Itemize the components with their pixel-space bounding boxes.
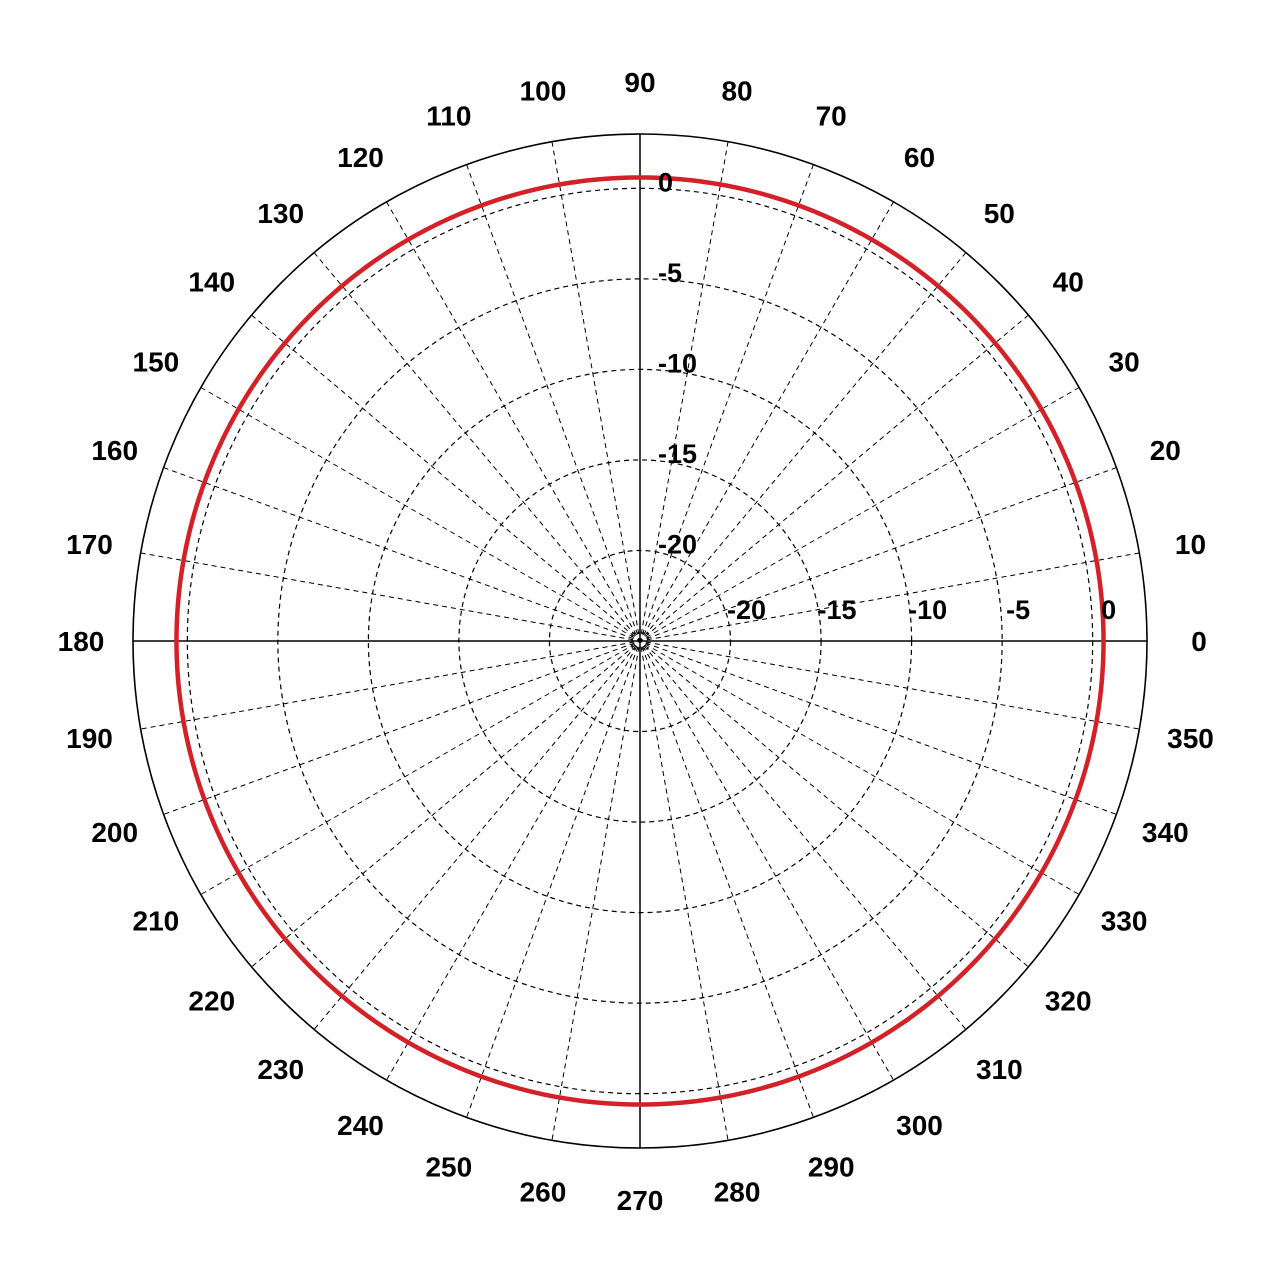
angle-tick-label: 320 xyxy=(1045,985,1092,1016)
polar-grid xyxy=(132,133,1148,1149)
angle-tick-label: 330 xyxy=(1101,906,1148,937)
radial-tick-label: 0 xyxy=(658,167,673,197)
label-layer: 0 10 20 30 40 50 60 70 80 90 100 110 120 130 140 150 160… xyxy=(58,67,1214,1216)
radial-tick-label: -20 xyxy=(658,529,697,559)
angle-tick-label: 80 xyxy=(721,75,752,106)
angle-tick-label: 270 xyxy=(617,1185,664,1216)
angle-tick-label: 20 xyxy=(1150,435,1181,466)
radial-tick-label-horizontal: 0 xyxy=(1101,595,1116,625)
radial-tick-label: -15 xyxy=(658,439,697,469)
angle-tick-label: 60 xyxy=(904,142,935,173)
angle-tick-label: 0 xyxy=(1191,626,1207,657)
angle-tick-label: 190 xyxy=(66,723,113,754)
radial-tick-label-horizontal: -15 xyxy=(818,595,857,625)
angle-tick-label: 210 xyxy=(133,906,180,937)
angle-tick-label: 160 xyxy=(91,435,138,466)
angle-tick-label: 90 xyxy=(624,67,655,98)
angle-tick-label: 140 xyxy=(188,267,235,298)
angle-tick-label: 290 xyxy=(808,1151,855,1182)
grid-ring xyxy=(186,187,1094,1095)
angle-tick-label: 300 xyxy=(896,1110,943,1141)
angle-tick-label: 240 xyxy=(337,1110,384,1141)
angle-tick-label: 340 xyxy=(1142,817,1189,848)
angle-tick-label: 260 xyxy=(520,1177,567,1208)
center-marker xyxy=(631,632,649,650)
angle-tick-label: 70 xyxy=(816,101,847,132)
angle-tick-label: 250 xyxy=(425,1151,472,1182)
grid-ring xyxy=(277,278,1003,1004)
series-layer xyxy=(174,175,1106,1107)
angle-tick-label: 220 xyxy=(188,985,235,1016)
angle-tick-label: 310 xyxy=(976,1054,1023,1085)
outer-ring xyxy=(132,133,1148,1149)
series-line xyxy=(174,175,1106,1107)
angle-tick-label: 110 xyxy=(426,101,471,132)
radial-tick-label-horizontal: -5 xyxy=(1006,595,1030,625)
angle-tick-label: 150 xyxy=(133,347,180,378)
angle-tick-label: 50 xyxy=(984,198,1015,229)
angle-tick-label: 180 xyxy=(58,626,105,657)
angle-tick-label: 100 xyxy=(520,75,567,106)
angle-tick-label: 130 xyxy=(257,198,304,229)
angle-tick-label: 200 xyxy=(91,817,138,848)
angle-tick-label: 10 xyxy=(1175,529,1206,560)
radial-tick-label: -5 xyxy=(658,258,682,288)
angle-tick-label: 30 xyxy=(1109,347,1140,378)
angle-tick-label: 280 xyxy=(714,1177,761,1208)
angle-tick-label: 230 xyxy=(257,1054,304,1085)
angle-tick-label: 40 xyxy=(1053,267,1084,298)
grid-ring xyxy=(367,368,913,914)
grid-ring xyxy=(458,459,822,823)
grid-ring xyxy=(548,549,732,733)
radial-tick-label-horizontal: -10 xyxy=(908,595,947,625)
angle-tick-label: 350 xyxy=(1167,723,1214,754)
radial-tick-label: -10 xyxy=(658,348,697,378)
radial-tick-label-horizontal: -20 xyxy=(727,595,766,625)
angle-tick-label: 120 xyxy=(337,142,384,173)
angle-tick-label: 170 xyxy=(66,529,113,560)
